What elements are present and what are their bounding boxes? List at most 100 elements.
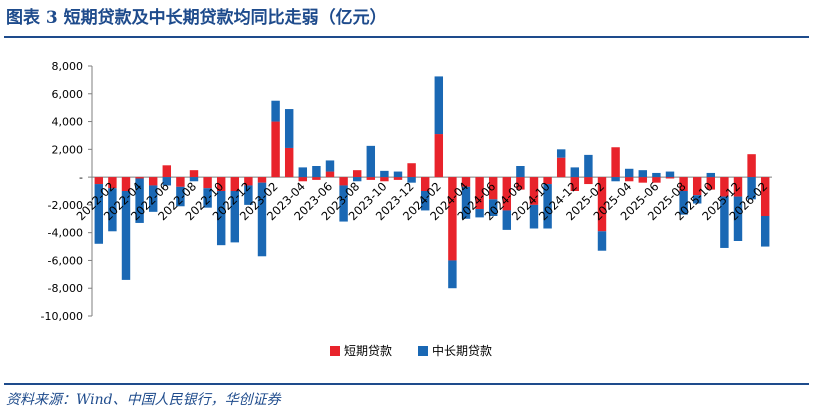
- bar-short-term-loans: [434, 134, 444, 178]
- bar-short-term-loans: [665, 177, 675, 179]
- bar-medium-long-term-loans: [176, 186, 185, 207]
- bar-medium-long-term-loans: [94, 184, 104, 244]
- bar-medium-long-term-loans: [760, 216, 770, 247]
- bar-medium-long-term-loans: [325, 160, 335, 172]
- y-tick-label: 2,000: [52, 143, 84, 156]
- bar-short-term-loans: [366, 177, 376, 180]
- bar-short-term-loans: [679, 177, 688, 191]
- y-tick-label: 8,000: [52, 60, 84, 73]
- bar-medium-long-term-loans: [271, 100, 280, 122]
- bar-short-term-loans: [148, 177, 158, 186]
- bar-short-term-loans: [720, 177, 729, 197]
- bar-short-term-loans: [325, 171, 335, 178]
- source-note: 资料来源：Wind、中国人民银行，华创证券: [6, 392, 281, 408]
- bar-medium-long-term-loans: [393, 171, 403, 178]
- bar-short-term-loans: [380, 177, 389, 182]
- bar-short-term-loans: [597, 177, 607, 232]
- bar-short-term-loans: [420, 177, 430, 191]
- bar-short-term-loans: [652, 177, 661, 183]
- y-tick-label: -2,000: [48, 199, 83, 212]
- chart-bars: [94, 76, 770, 289]
- bar-medium-long-term-loans: [638, 170, 648, 178]
- bar-short-term-loans: [189, 170, 199, 178]
- bar-short-term-loans: [760, 177, 770, 216]
- bar-medium-long-term-loans: [502, 210, 512, 230]
- y-tick-labels: 8,000 6,000 4,000 2,000 - -2,000 -4,000 -6,000 -…: [41, 60, 83, 323]
- y-tick-label: -6,000: [48, 254, 83, 267]
- bar-medium-long-term-loans: [216, 191, 226, 246]
- bar-medium-long-term-loans: [230, 191, 240, 243]
- legend-label-short-term: 短期贷款: [344, 344, 392, 358]
- bar-medium-long-term-loans: [244, 185, 253, 205]
- bar-short-term-loans: [244, 177, 253, 186]
- bar-short-term-loans: [352, 170, 362, 178]
- bar-short-term-loans: [298, 177, 308, 182]
- legend-swatch-medium-long-term: [418, 346, 428, 356]
- bar-medium-long-term-loans: [339, 185, 348, 222]
- bar-short-term-loans: [203, 177, 212, 189]
- bar-short-term-loans: [529, 177, 539, 205]
- bar-short-term-loans: [475, 177, 484, 210]
- bar-short-term-loans: [556, 157, 566, 178]
- y-tick-label: -8,000: [48, 282, 83, 295]
- bar-medium-long-term-loans: [284, 109, 294, 148]
- bar-short-term-loans: [638, 177, 648, 183]
- bar-medium-long-term-loans: [543, 184, 552, 229]
- legend-swatch-short-term: [330, 346, 340, 356]
- bar-medium-long-term-loans: [597, 231, 607, 251]
- bar-medium-long-term-loans: [162, 177, 172, 186]
- bar-short-term-loans: [584, 177, 593, 185]
- bar-short-term-loans: [488, 177, 498, 200]
- source-rule: [4, 383, 809, 385]
- bar-short-term-loans: [393, 177, 403, 180]
- bar-medium-long-term-loans: [584, 154, 593, 178]
- bar-short-term-loans: [543, 177, 552, 185]
- legend: 短期贷款 中长期贷款: [330, 343, 492, 358]
- bar-short-term-loans: [461, 177, 471, 187]
- bar-short-term-loans: [108, 177, 117, 189]
- y-tick-label: -4,000: [48, 227, 83, 240]
- bar-short-term-loans: [611, 147, 620, 178]
- bar-short-term-loans: [706, 177, 716, 190]
- bar-medium-long-term-loans: [488, 199, 498, 216]
- y-tick-label: 4,000: [52, 116, 84, 129]
- bar-medium-long-term-loans: [121, 191, 131, 280]
- bar-short-term-loans: [733, 177, 743, 197]
- bar-medium-long-term-loans: [624, 168, 634, 178]
- bar-medium-long-term-loans: [733, 196, 743, 241]
- title-rule: [4, 36, 809, 38]
- bar-medium-long-term-loans: [380, 170, 389, 178]
- bar-medium-long-term-loans: [679, 191, 688, 215]
- bar-medium-long-term-loans: [352, 177, 362, 182]
- bar-medium-long-term-loans: [461, 186, 471, 219]
- bar-short-term-loans: [257, 177, 267, 183]
- bar-short-term-loans: [339, 177, 348, 186]
- bar-short-term-loans: [448, 177, 457, 261]
- bar-short-term-loans: [176, 177, 185, 187]
- bar-short-term-loans: [230, 177, 240, 191]
- bar-medium-long-term-loans: [148, 185, 158, 212]
- bar-medium-long-term-loans: [475, 209, 484, 218]
- bar-short-term-loans: [692, 177, 702, 196]
- bar-medium-long-term-loans: [556, 149, 566, 158]
- bar-medium-long-term-loans: [366, 145, 376, 178]
- bar-medium-long-term-loans: [257, 182, 267, 257]
- bar-medium-long-term-loans: [516, 166, 525, 178]
- legend-label-medium-long-term: 中长期贷款: [432, 343, 492, 358]
- bar-medium-long-term-loans: [706, 172, 716, 178]
- bar-medium-long-term-loans: [135, 178, 144, 223]
- bar-short-term-loans: [407, 163, 416, 178]
- bar-short-term-loans: [216, 177, 226, 191]
- bar-short-term-loans: [312, 177, 321, 180]
- bar-medium-long-term-loans: [203, 188, 212, 208]
- y-tick-label: -: [79, 171, 83, 184]
- bar-medium-long-term-loans: [747, 177, 756, 200]
- bar-short-term-loans: [271, 121, 280, 178]
- bar-medium-long-term-loans: [665, 171, 675, 178]
- bar-medium-long-term-loans: [189, 177, 199, 182]
- bar-medium-long-term-loans: [720, 196, 729, 248]
- bar-medium-long-term-loans: [570, 167, 580, 178]
- bar-short-term-loans: [121, 177, 131, 191]
- bar-medium-long-term-loans: [298, 167, 308, 178]
- figure-title: 图表 3 短期贷款及中长期贷款均同比走弱（亿元）: [6, 8, 387, 28]
